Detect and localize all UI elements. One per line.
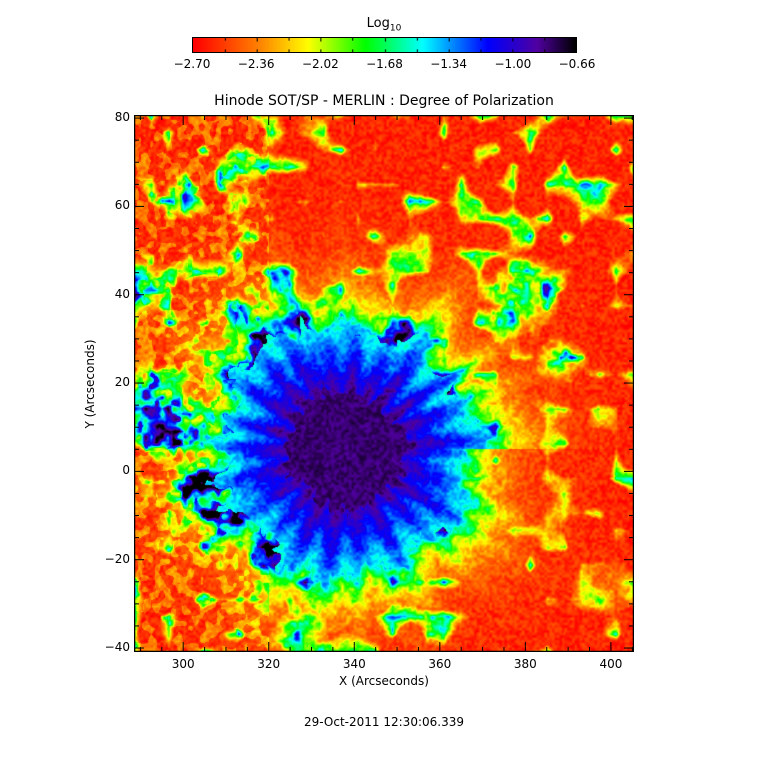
y-tick-label: −20 <box>104 551 130 566</box>
colorbar-tick-label: −1.34 <box>430 57 468 71</box>
x-tick-label: 360 <box>428 657 452 671</box>
colorbar-tick-label: −2.02 <box>301 57 339 71</box>
plot-frame <box>134 115 634 652</box>
colorbar-tick-label: −1.68 <box>366 57 403 71</box>
colorbar <box>192 37 577 53</box>
plot-border <box>134 115 634 652</box>
polarization-heatmap <box>134 115 634 652</box>
observation-date: 29-Oct-2011 12:30:06.339 <box>304 715 464 729</box>
y-tick-label: 80 <box>114 110 130 125</box>
x-tick-label: 320 <box>257 657 281 671</box>
y-tick-label: 20 <box>114 375 130 390</box>
x-tick-label: 340 <box>342 657 366 671</box>
y-axis-label: Y (Arcseconds) <box>83 339 97 429</box>
colorbar-tick-label: −2.70 <box>173 57 211 71</box>
x-tick-label: 380 <box>513 657 537 671</box>
x-tick-label: 300 <box>171 657 195 671</box>
x-axis-label: X (Arcseconds) <box>339 674 429 688</box>
y-tick-label: 40 <box>114 286 130 301</box>
colorbar-tick-label: −1.00 <box>494 57 532 71</box>
y-tick-label: 0 <box>122 463 130 478</box>
x-tick-label: 400 <box>599 657 623 671</box>
colorbar-label: Log10 <box>366 16 402 34</box>
colorbar-tick-label: −0.66 <box>558 57 596 71</box>
colorbar-tick-label: −2.36 <box>237 57 275 71</box>
y-tick-label: 60 <box>114 198 130 213</box>
y-tick-label: −40 <box>104 640 130 655</box>
chart-title: Hinode SOT/SP - MERLIN : Degree of Polar… <box>214 93 554 109</box>
